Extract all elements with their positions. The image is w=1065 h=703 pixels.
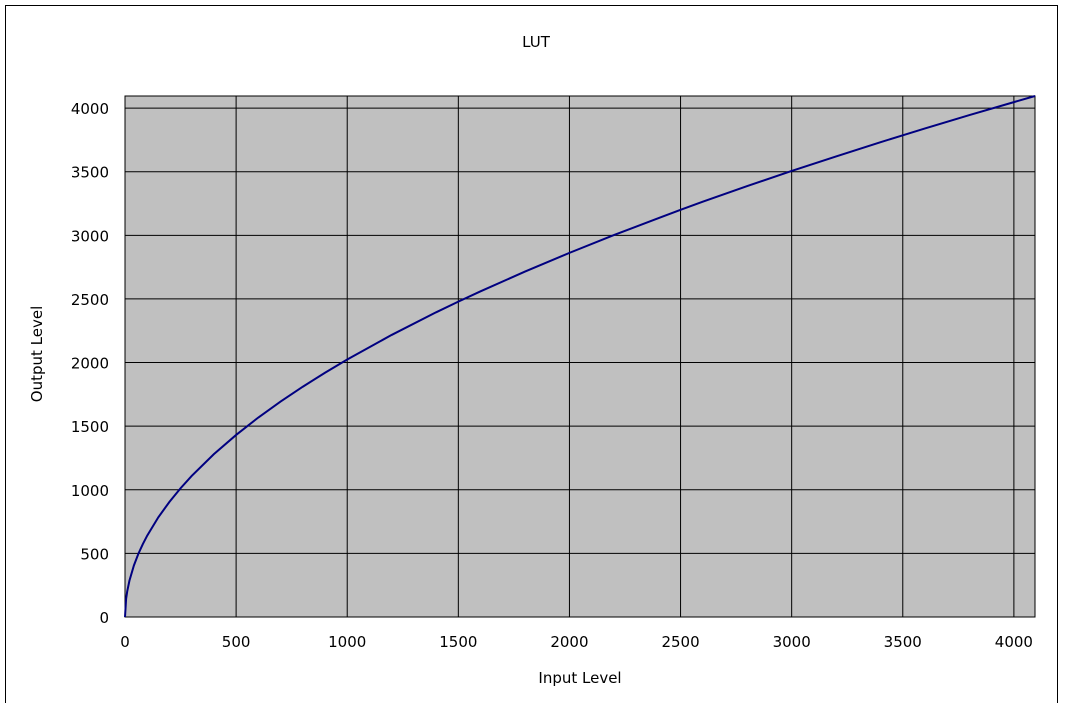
x-tick-label: 4000 bbox=[995, 633, 1033, 651]
x-tick-label: 1000 bbox=[328, 633, 366, 651]
y-tick-label: 4000 bbox=[71, 100, 109, 118]
x-tick-label: 2000 bbox=[550, 633, 588, 651]
plot-area bbox=[124, 95, 1036, 618]
y-tick-label: 3000 bbox=[71, 227, 109, 245]
series-line bbox=[124, 95, 1036, 618]
x-tick-label: 3500 bbox=[884, 633, 922, 651]
y-tick-label: 0 bbox=[99, 609, 109, 627]
chart-title: LUT bbox=[522, 33, 551, 51]
y-tick-label: 3500 bbox=[71, 164, 109, 182]
x-tick-label: 500 bbox=[222, 633, 251, 651]
y-tick-label: 500 bbox=[80, 545, 109, 563]
x-axis-ticks: 0 500 1000 1500 2000 2500 3000 3500 4000 bbox=[120, 633, 1033, 651]
grid-lines bbox=[124, 96, 1035, 618]
y-axis-ticks: 0 500 1000 1500 2000 2500 3000 3500 4000 bbox=[71, 100, 109, 627]
y-tick-label: 2000 bbox=[71, 355, 109, 373]
x-tick-label: 0 bbox=[120, 633, 130, 651]
y-tick-label: 1500 bbox=[71, 418, 109, 436]
x-tick-label: 2500 bbox=[661, 633, 699, 651]
y-tick-label: 1000 bbox=[71, 482, 109, 500]
x-tick-label: 3000 bbox=[773, 633, 811, 651]
x-tick-label: 1500 bbox=[439, 633, 477, 651]
y-tick-label: 2500 bbox=[71, 291, 109, 309]
y-axis-label: Output Level bbox=[28, 306, 46, 402]
x-axis-label: Input Level bbox=[538, 669, 621, 687]
